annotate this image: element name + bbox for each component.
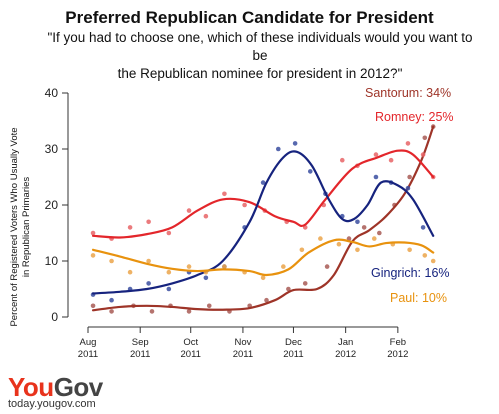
x-tick-label-year: 2011 [233,349,253,360]
paul-data-point [166,269,172,275]
romney-data-point [186,208,192,213]
santorum-data-point [149,309,155,314]
santorum-end-label: Santorum: 34% [365,86,451,100]
x-tick-label-month: Sep [132,337,149,348]
logo-gov: Gov [53,372,104,402]
logo-url: today.yougov.com [8,398,96,410]
romney-data-point [166,230,172,236]
santorum-data-point [422,135,428,141]
gingrich-data-point [420,225,426,230]
santorum-data-point [286,286,291,292]
y-tick-label: 10 [45,254,59,268]
x-tick-label-year: 2012 [387,349,408,360]
paul-data-point [299,247,305,253]
x-tick-label-month: Oct [183,337,198,348]
x-tick-label-month: Feb [390,337,406,348]
romney-trend-line [91,149,435,239]
romney-data-point [222,191,227,197]
santorum-data-point [264,297,269,303]
paul-trend-line [91,238,435,277]
gingrich-data-point [373,174,379,180]
x-tick-label-month: Dec [285,337,302,348]
gingrich-data-point [292,141,298,146]
gingrich-data-point [260,180,266,185]
gingrich-end-label: Gingrich: 16% [371,266,450,280]
y-tick-label: 20 [45,198,59,212]
gingrich-data-point [307,169,313,174]
x-tick-label-month: Aug [80,337,97,348]
gingrich-data-point [109,297,114,303]
paul-data-point [186,264,192,269]
romney-data-point [405,141,411,146]
paul-data-point [430,258,436,264]
santorum-data-point [186,309,192,314]
romney-data-point [146,219,151,225]
paul-data-point [336,241,342,247]
gingrich-data-point [166,286,172,292]
gingrich-data-point [146,281,151,286]
y-tick-label: 30 [45,142,59,156]
romney-data-point [339,157,345,163]
paul-data-point [422,253,428,258]
gingrich-data-point [275,146,281,152]
paul-data-point [318,236,323,241]
x-tick-label-month: Jan [338,337,353,348]
romney-data-point [90,230,96,236]
x-tick-label-year: 2011 [78,349,98,360]
x-tick-label-year: 2012 [335,349,356,360]
gingrich-data-point [405,185,411,191]
gingrich-data-point [355,219,360,225]
yougov-logo: YouGov [8,372,103,403]
paul-data-point [355,247,360,253]
romney-data-point [203,213,209,219]
romney-data-point [127,225,133,230]
y-tick-label: 40 [45,86,59,100]
santorum-data-point [302,281,308,286]
y-tick-label: 0 [51,310,58,324]
santorum-data-point [324,264,330,269]
romney-data-point [242,202,247,208]
x-tick-label-year: 2011 [181,349,201,360]
romney-end-label: Romney: 25% [375,110,454,124]
subtitle-line-1: "If you had to choose one, which of thes… [47,30,473,63]
x-tick-label-year: 2011 [130,349,150,360]
gingrich-trend-line [91,150,435,295]
paul-data-point [90,253,96,258]
santorum-data-point [109,309,114,314]
romney-data-point [420,152,426,157]
paul-data-point [222,264,227,269]
santorum-data-point [346,236,352,241]
paul-data-point [109,258,114,264]
paul-data-point [407,247,412,253]
santorum-data-point [90,303,96,309]
subtitle-line-2: the Republican nominee for president in … [117,66,403,81]
chart-subtitle: "If you had to choose one, which of thes… [40,29,480,83]
romney-data-point [388,157,394,163]
paul-data-point [146,258,151,264]
santorum-data-point [206,303,212,309]
x-tick-label-month: Nov [234,337,251,348]
gingrich-data-point [203,275,209,281]
x-tick-label-year: 2011 [283,349,303,360]
logo-you: You [8,372,54,402]
santorum-data-point [407,174,412,180]
paul-data-point [371,236,377,241]
romney-data-point [373,152,379,157]
santorum-data-point [361,225,367,230]
santorum-data-point [377,230,382,236]
paul-data-point [281,264,286,269]
santorum-trend-line [91,125,435,312]
chart-title: Preferred Republican Candidate for Presi… [65,8,434,27]
paul-data-point [260,275,266,281]
paul-end-label: Paul: 10% [390,291,447,305]
paul-data-point [127,269,133,275]
